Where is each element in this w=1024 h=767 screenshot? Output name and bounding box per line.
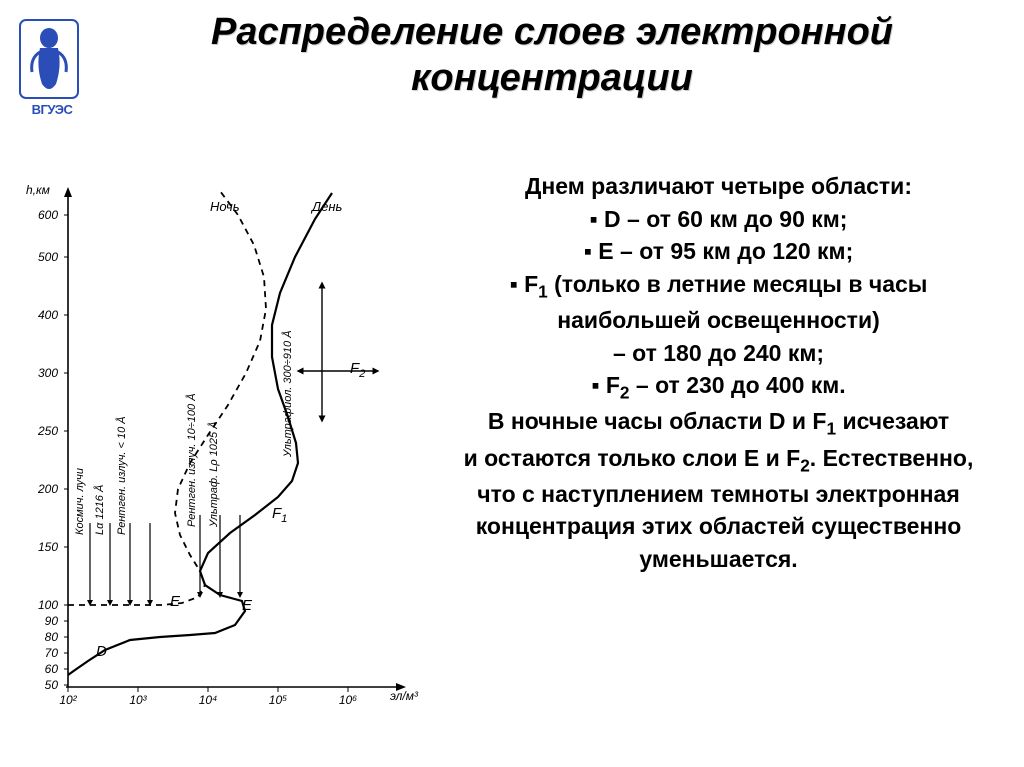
logo: ВГУЭС bbox=[18, 18, 86, 128]
region-label: D bbox=[96, 643, 107, 660]
region-label: E bbox=[242, 597, 252, 614]
region-label: F2 bbox=[350, 360, 365, 380]
y-tick: 400 bbox=[20, 308, 58, 322]
chart-svg bbox=[20, 185, 420, 725]
y-tick: 200 bbox=[20, 482, 58, 496]
curve-label-day: День bbox=[312, 199, 342, 214]
radiation-label: Lα 1216 Å bbox=[94, 485, 106, 535]
region-label: F1 bbox=[272, 505, 287, 525]
text-line: наибольшей освещенности) bbox=[431, 304, 1006, 337]
text-line: Днем различают четыре области: bbox=[431, 170, 1006, 203]
x-tick: 10³ bbox=[118, 693, 158, 707]
radiation-label: Космич. лучи bbox=[74, 468, 86, 535]
y-tick: 70 bbox=[20, 646, 58, 660]
description-text: Днем различают четыре области: ▪ D – от … bbox=[431, 170, 1006, 576]
y-tick: 150 bbox=[20, 540, 58, 554]
text-line: что с наступлением темноты электронная bbox=[431, 478, 1006, 511]
text-line: концентрация этих областей существенно bbox=[431, 510, 1006, 543]
text-line: ▪ D – от 60 км до 90 км; bbox=[431, 203, 1006, 236]
radiation-label: Ультраф. Lρ 1025 Å bbox=[208, 421, 220, 527]
text-line: уменьшается. bbox=[431, 543, 1006, 576]
x-tick: 10⁴ bbox=[188, 693, 228, 707]
x-tick: 10⁵ bbox=[258, 693, 298, 707]
y-tick: 300 bbox=[20, 366, 58, 380]
y-axis-label: h,км bbox=[26, 183, 50, 197]
text-line: ▪ F2 – от 230 до 400 км. bbox=[431, 369, 1006, 405]
y-tick: 500 bbox=[20, 250, 58, 264]
radiation-label: Рентген. излуч. 10÷100 Å bbox=[186, 393, 198, 527]
x-tick: 10² bbox=[48, 693, 88, 707]
logo-label: ВГУЭС bbox=[18, 102, 86, 117]
y-tick: 100 bbox=[20, 598, 58, 612]
y-tick: 60 bbox=[20, 662, 58, 676]
radiation-label: Ультрафиол. 300÷910 Å bbox=[282, 330, 294, 457]
y-tick: 90 bbox=[20, 614, 58, 628]
text-line: ▪ E – от 95 км до 120 км; bbox=[431, 235, 1006, 268]
x-axis-label: эл/м³ bbox=[390, 689, 418, 703]
region-label: E bbox=[170, 593, 180, 610]
text-line: ▪ F1 (только в летние месяцы в часы bbox=[431, 268, 1006, 304]
y-tick: 250 bbox=[20, 424, 58, 438]
text-line: В ночные часы области D и F1 исчезают bbox=[431, 405, 1006, 441]
ionosphere-chart: h,км эл/м³ 50 60 70 80 90 100 150 200 250 300 400 5… bbox=[20, 185, 420, 725]
y-tick: 80 bbox=[20, 630, 58, 644]
curve-label-night: Ночь bbox=[210, 199, 240, 214]
page-title: Распределение слоев электронной концентр… bbox=[100, 10, 1004, 101]
text-line: – от 180 до 240 км; bbox=[431, 337, 1006, 370]
radiation-label: Рентген. излуч. < 10 Å bbox=[116, 416, 128, 535]
y-tick: 50 bbox=[20, 678, 58, 692]
x-tick: 10⁶ bbox=[328, 693, 368, 707]
logo-icon bbox=[18, 18, 80, 100]
text-line: и остаются только слои E и F2. Естествен… bbox=[431, 442, 1006, 478]
y-tick: 600 bbox=[20, 208, 58, 222]
